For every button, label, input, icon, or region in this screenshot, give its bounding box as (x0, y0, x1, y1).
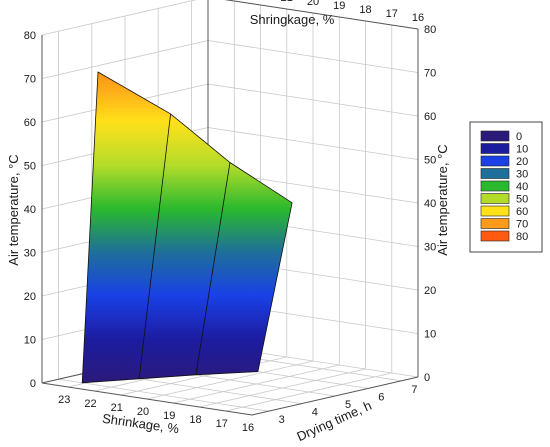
top-shrinkage-tick: 18 (359, 4, 371, 16)
tick-labels: 0010102020303040405050606070708080242322… (24, 0, 437, 434)
bottom-shrinkage-tick: 19 (163, 410, 175, 422)
right-temp-tick: 40 (424, 198, 436, 210)
axis-line (251, 376, 419, 416)
drying-time-tick: 6 (378, 391, 384, 403)
legend-swatch (480, 230, 510, 242)
top-shrinkage-tick: 19 (333, 0, 345, 12)
right-temp-tick: 30 (424, 242, 436, 254)
bottom-shrinkage-tick: 17 (216, 418, 228, 430)
left-temp-tick: 20 (24, 291, 36, 303)
left-temp-tick: 60 (24, 117, 36, 129)
left-temp-tick: 70 (24, 74, 36, 86)
right-axis-title: Air temperature, °C (435, 144, 450, 255)
legend-label: 10 (516, 144, 528, 156)
left-temp-tick: 80 (24, 30, 36, 42)
left-axis-title: Air temperature, °C (6, 154, 21, 265)
bottom-shrinkage-tick: 16 (242, 422, 254, 434)
surface-patch (81, 71, 293, 384)
axis-line (224, 0, 419, 30)
left-temp-tick: 0 (30, 378, 36, 390)
right-temp-tick: 70 (424, 68, 436, 80)
legend-swatch (480, 180, 510, 192)
left-temp-tick: 50 (24, 161, 36, 173)
axis-line (41, 382, 253, 416)
top-shrinkage-tick: 20 (307, 0, 319, 8)
right-temp-tick: 60 (424, 111, 436, 123)
legend-label: 20 (516, 156, 528, 168)
top-shrinkage-tick: 17 (386, 8, 398, 20)
depth-axis-title: Drying time, h (294, 398, 373, 444)
bottom-shrinkage-tick: 23 (58, 394, 70, 406)
legend-label: 80 (516, 231, 528, 243)
right-temp-tick: 50 (424, 155, 436, 167)
legend-swatch (480, 143, 510, 154)
right-temp-tick: 10 (424, 329, 436, 341)
surface-row-line (138, 113, 171, 379)
bottom-shrinkage-tick: 20 (137, 406, 149, 418)
legend-swatch (480, 205, 510, 217)
legend-swatch (480, 155, 510, 167)
legend-label: 40 (516, 181, 528, 193)
bottom-shrinkage-tick: 18 (189, 414, 201, 426)
top-axis-title: Shringkage, % (250, 12, 335, 27)
left-temp-tick: 40 (24, 204, 36, 216)
drying-time-tick: 5 (345, 399, 351, 411)
legend-label: 50 (516, 194, 528, 206)
bottom-shrinkage-tick: 21 (111, 402, 123, 414)
bottom-shrinkage-tick: 22 (84, 398, 96, 410)
surface-row-line (195, 162, 231, 375)
surface (81, 71, 293, 384)
right-temp-tick: 80 (424, 24, 436, 36)
top-shrinkage-tick: 16 (412, 12, 424, 24)
legend-label: 30 (516, 169, 528, 181)
right-temp-tick: 0 (424, 372, 430, 384)
legend-label: 0 (516, 131, 522, 143)
legend-label: 60 (516, 206, 528, 218)
drying-time-tick: 4 (312, 407, 318, 419)
legend-swatch (480, 168, 510, 179)
left-temp-tick: 10 (24, 335, 36, 347)
legend-label: 70 (516, 219, 528, 231)
grid-line (58, 378, 269, 412)
legend-swatch (480, 218, 510, 229)
legend-swatch (480, 193, 510, 204)
top-shrinkage-tick: 21 (281, 0, 293, 4)
legend-swatch (480, 130, 510, 142)
drying-time-tick: 3 (279, 414, 285, 426)
left-temp-tick: 30 (24, 248, 36, 260)
right-temp-tick: 20 (424, 285, 436, 297)
drying-time-tick: 7 (411, 384, 417, 396)
